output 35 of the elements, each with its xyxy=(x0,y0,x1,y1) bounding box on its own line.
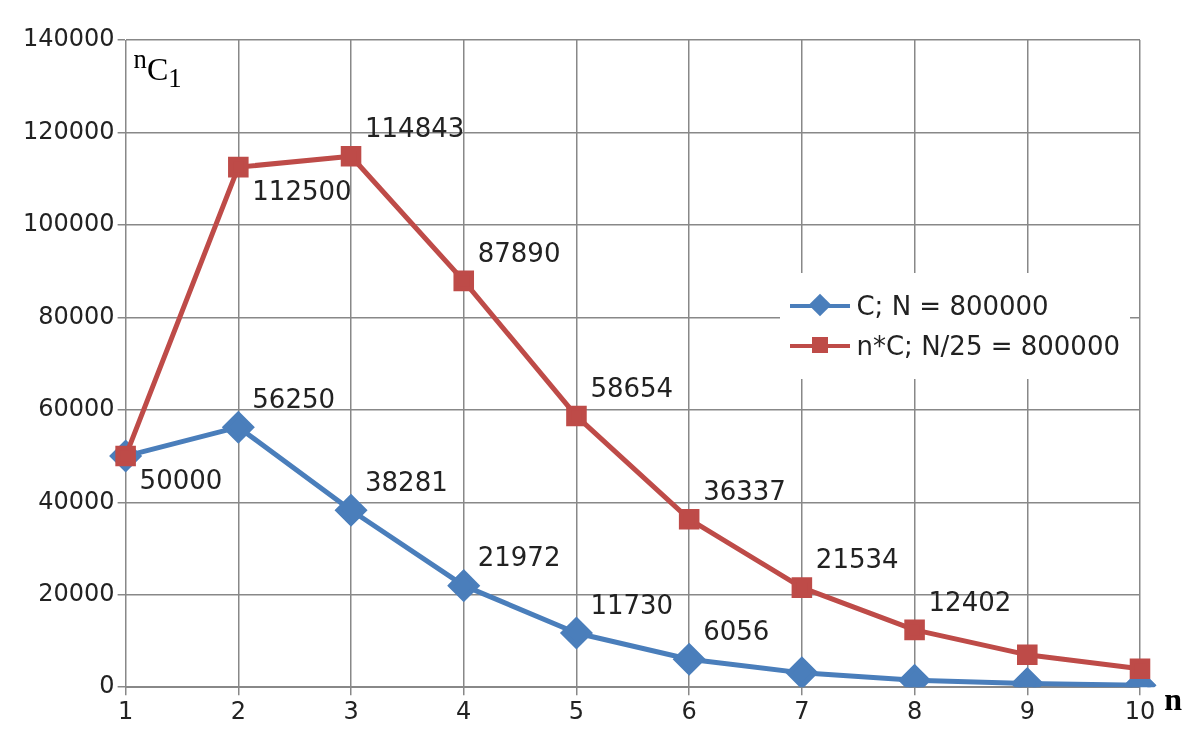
data-label: 50000 xyxy=(139,464,223,495)
x-tick-label: 2 xyxy=(230,696,246,725)
y-tick-label: 80000 xyxy=(38,301,115,330)
y-tick-label: 140000 xyxy=(22,24,115,53)
x-tick-label: 3 xyxy=(343,696,359,725)
x-tick-label: 9 xyxy=(1019,696,1035,725)
x-axis-title: n xyxy=(1164,681,1182,719)
x-tick-label: 4 xyxy=(456,696,472,725)
y-tick-label: 20000 xyxy=(38,578,115,607)
data-label: 56250 xyxy=(252,383,336,414)
y-tick-label: 100000 xyxy=(22,209,115,238)
y-tick-label: 40000 xyxy=(38,486,115,515)
y-tick-label: 120000 xyxy=(22,116,115,145)
x-tick-label: 8 xyxy=(906,696,923,725)
x-tick-label: 6 xyxy=(681,696,697,725)
data-label: 114843 xyxy=(365,113,465,144)
data-label: 38281 xyxy=(365,466,448,497)
x-tick-label: 7 xyxy=(794,696,810,725)
legend-label: n*C; N/25 = 800000 xyxy=(856,330,1120,361)
x-tick-label: 1 xyxy=(117,696,134,725)
data-label: 87890 xyxy=(477,237,561,268)
y-tick-label: 0 xyxy=(99,671,115,700)
data-label: 58654 xyxy=(590,372,674,403)
y-axis-title: $^{n}$C$_{1}$ xyxy=(129,44,186,95)
data-label: 112500 xyxy=(252,175,352,206)
x-tick-label: 5 xyxy=(568,696,585,725)
data-label: 36337 xyxy=(703,475,786,506)
data-label: 12402 xyxy=(928,586,1012,617)
x-tick-label: 10 xyxy=(1124,696,1156,725)
data-label: 21534 xyxy=(815,544,899,575)
data-label: 21972 xyxy=(477,542,561,573)
y-tick-label: 60000 xyxy=(38,394,115,423)
legend-label: C; N = 800000 xyxy=(856,290,1049,321)
data-label: 6056 xyxy=(703,615,770,646)
data-label: 11730 xyxy=(590,589,674,620)
